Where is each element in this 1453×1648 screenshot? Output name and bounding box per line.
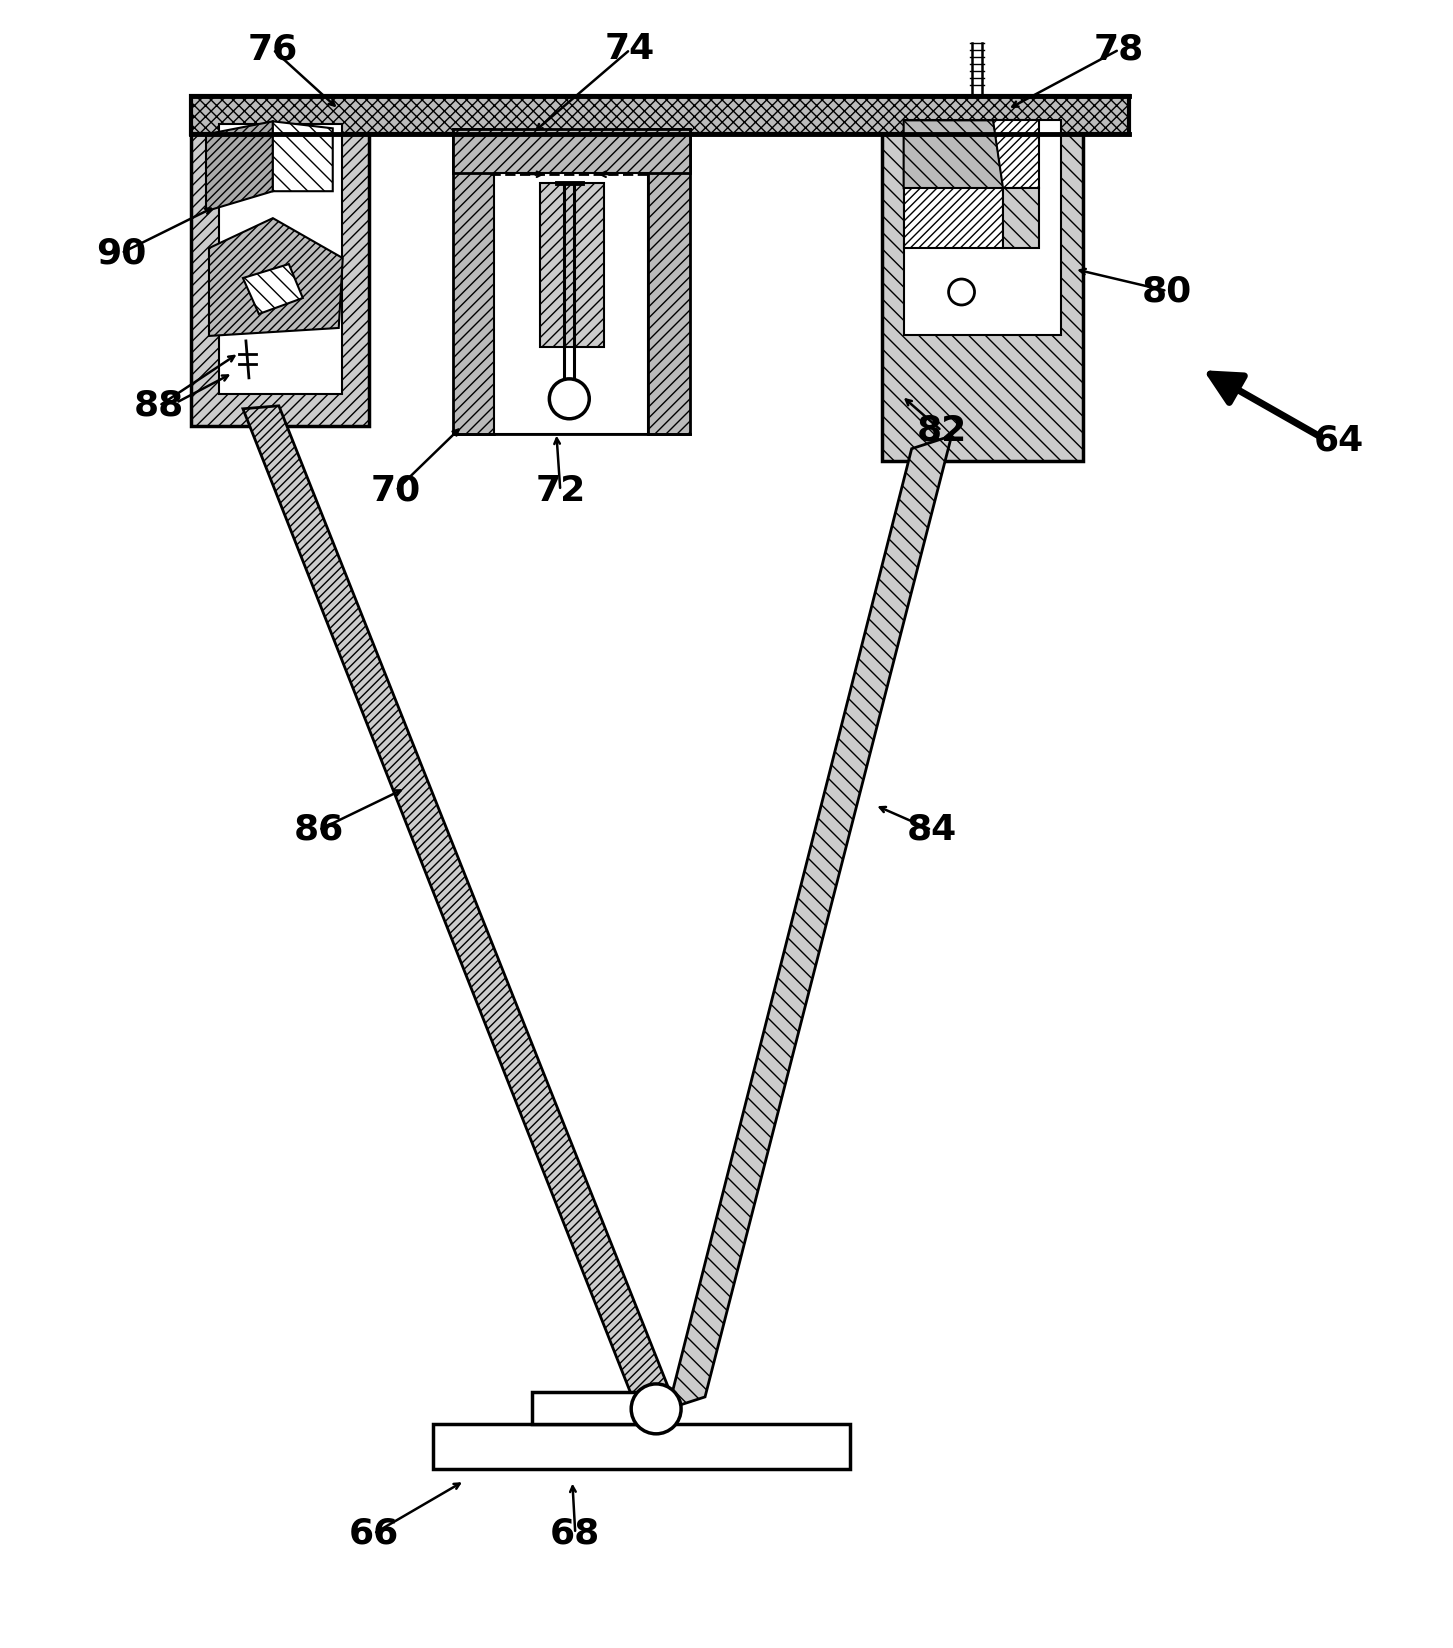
Circle shape bbox=[631, 1384, 681, 1434]
Polygon shape bbox=[882, 96, 1084, 461]
Polygon shape bbox=[190, 96, 1129, 135]
Polygon shape bbox=[243, 405, 668, 1398]
Bar bbox=[219, 124, 341, 394]
Bar bbox=[904, 120, 1061, 335]
Text: 84: 84 bbox=[907, 812, 956, 847]
Bar bbox=[433, 1424, 850, 1468]
Text: 68: 68 bbox=[551, 1516, 600, 1551]
Polygon shape bbox=[994, 120, 1039, 188]
Text: 90: 90 bbox=[96, 236, 147, 270]
Circle shape bbox=[549, 379, 590, 419]
Circle shape bbox=[949, 279, 975, 305]
Polygon shape bbox=[541, 183, 604, 348]
Text: 88: 88 bbox=[134, 389, 185, 424]
Polygon shape bbox=[668, 435, 952, 1409]
Polygon shape bbox=[206, 122, 273, 211]
Text: 64: 64 bbox=[1314, 424, 1364, 458]
Text: 66: 66 bbox=[349, 1516, 398, 1551]
Polygon shape bbox=[452, 129, 494, 433]
Text: 78: 78 bbox=[1094, 33, 1145, 66]
Bar bbox=[532, 1393, 641, 1424]
Polygon shape bbox=[243, 264, 302, 315]
Polygon shape bbox=[190, 96, 369, 425]
Polygon shape bbox=[648, 129, 690, 433]
Text: 80: 80 bbox=[1142, 274, 1193, 308]
Text: 82: 82 bbox=[917, 414, 966, 448]
Polygon shape bbox=[904, 120, 1004, 188]
Text: 74: 74 bbox=[604, 33, 655, 66]
Polygon shape bbox=[904, 188, 1004, 249]
Text: 86: 86 bbox=[294, 812, 344, 847]
Bar bbox=[494, 173, 648, 433]
Text: 76: 76 bbox=[248, 33, 298, 66]
Polygon shape bbox=[1004, 188, 1039, 249]
Polygon shape bbox=[452, 129, 690, 173]
Polygon shape bbox=[209, 218, 343, 336]
Text: 70: 70 bbox=[371, 473, 421, 508]
Polygon shape bbox=[273, 122, 333, 191]
Text: 72: 72 bbox=[535, 473, 586, 508]
